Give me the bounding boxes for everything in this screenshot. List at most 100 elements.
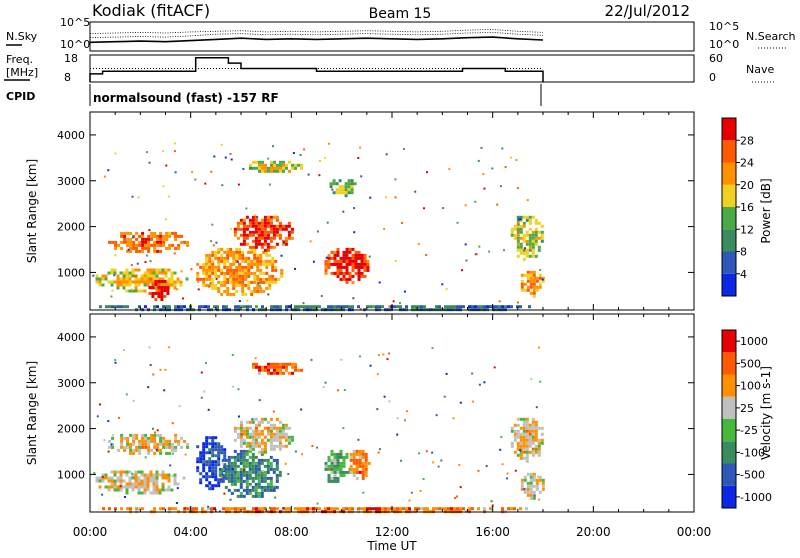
range-gate-cell [173, 473, 177, 477]
range-gate-cell [342, 305, 345, 309]
range-gate-cell [525, 507, 528, 511]
range-gate-cell [525, 423, 529, 427]
scatter-echo [419, 490, 422, 492]
range-gate-cell [526, 273, 530, 277]
range-gate-cell [236, 452, 240, 456]
range-gate-cell [152, 280, 156, 284]
range-gate-cell [333, 464, 337, 468]
range-gate-cell [160, 286, 164, 289]
scatter-echo [376, 373, 379, 376]
range-gate-cell [281, 435, 285, 439]
range-gate-cell [350, 179, 354, 183]
range-gate-cell [260, 447, 264, 451]
range-gate-cell [330, 479, 334, 483]
range-gate-cell [357, 274, 361, 278]
range-gate-cell [342, 455, 346, 459]
scatter-echo [394, 196, 397, 199]
range-gate-cell [510, 227, 514, 231]
range-gate-cell [148, 292, 152, 295]
colorbar-segment [722, 251, 736, 274]
range-gate-cell [294, 507, 297, 511]
range-gate-cell [381, 507, 384, 511]
range-gate-cell [220, 292, 224, 296]
range-gate-cell [165, 445, 169, 449]
range-gate-cell [263, 218, 267, 222]
range-gate-cell [300, 163, 303, 167]
range-gate-cell [205, 484, 209, 488]
range-gate-cell [270, 365, 273, 369]
noise-right-tick-top: 10^5 [709, 20, 739, 33]
range-gate-cell [260, 488, 264, 492]
range-gate-cell [134, 482, 138, 486]
range-gate-cell [153, 246, 157, 250]
range-gate-cell [541, 279, 545, 283]
scatter-echo [130, 264, 133, 266]
range-gate-cell [281, 423, 285, 427]
range-gate-cell [205, 271, 209, 275]
range-gate-cell [274, 280, 278, 284]
range-gate-cell [113, 470, 117, 474]
range-gate-cell [245, 482, 249, 486]
scatter-echo [259, 284, 261, 287]
range-gate-cell [519, 245, 523, 249]
range-gate-cell [174, 436, 178, 440]
range-gate-cell [531, 417, 535, 421]
range-gate-cell [281, 224, 285, 228]
range-gate-cell [155, 470, 159, 474]
range-gate-cell [268, 280, 272, 284]
range-gate-cell [540, 426, 544, 430]
range-gate-cell [232, 259, 236, 263]
range-gate-cell [257, 470, 261, 474]
range-gate-cell [263, 417, 267, 421]
freq-label-2: [MHz] [6, 66, 38, 79]
range-gate-cell [251, 452, 255, 456]
range-gate-cell [232, 262, 236, 266]
range-gate-cell [372, 305, 375, 309]
range-gate-cell [114, 243, 118, 247]
range-gate-cell [342, 507, 345, 511]
range-gate-cell [223, 265, 227, 269]
range-gate-cell [239, 423, 243, 427]
range-gate-cell [450, 305, 453, 309]
range-gate-cell [214, 265, 218, 269]
scatter-echo [382, 353, 385, 356]
range-gate-cell [438, 507, 441, 511]
range-gate-cell [147, 243, 151, 247]
range-gate-cell [208, 457, 212, 461]
range-gate-cell [268, 259, 272, 263]
range-gate-cell [537, 221, 541, 225]
range-gate-cell [232, 253, 236, 257]
range-gate-cell [271, 265, 275, 269]
range-gate-cell [260, 485, 264, 489]
range-gate-cell [211, 283, 215, 287]
range-gate-cell [120, 439, 124, 443]
range-gate-cell [241, 265, 245, 269]
range-gate-cell [324, 464, 328, 468]
range-gate-cell [239, 242, 243, 246]
range-gate-cell [266, 426, 270, 430]
time-tick-label: 04:00 [173, 525, 208, 539]
range-gate-cell [528, 423, 532, 427]
range-gate-cell [131, 485, 135, 489]
scatter-echo [257, 282, 260, 285]
range-gate-cell [236, 435, 240, 439]
range-gate-cell [535, 288, 539, 292]
range-gate-cell [199, 457, 203, 461]
range-gate-cell [244, 283, 248, 287]
range-gate-cell [358, 452, 362, 456]
range-gate-cell [272, 227, 276, 231]
range-gate-cell [351, 259, 355, 263]
range-gate-cell [288, 371, 291, 375]
range-gate-cell [270, 166, 273, 170]
range-gate-cell [180, 234, 184, 238]
range-gate-cell [251, 441, 255, 445]
range-gate-cell [271, 256, 275, 260]
scatter-echo [247, 442, 250, 445]
range-gate-cell [269, 245, 273, 249]
range-gate-cell [251, 230, 255, 234]
scatter-echo [388, 352, 391, 355]
range-gate-cell [361, 464, 365, 468]
range-gate-cell [329, 182, 333, 186]
range-gate-cell [211, 448, 215, 452]
range-gate-cell [269, 224, 273, 228]
